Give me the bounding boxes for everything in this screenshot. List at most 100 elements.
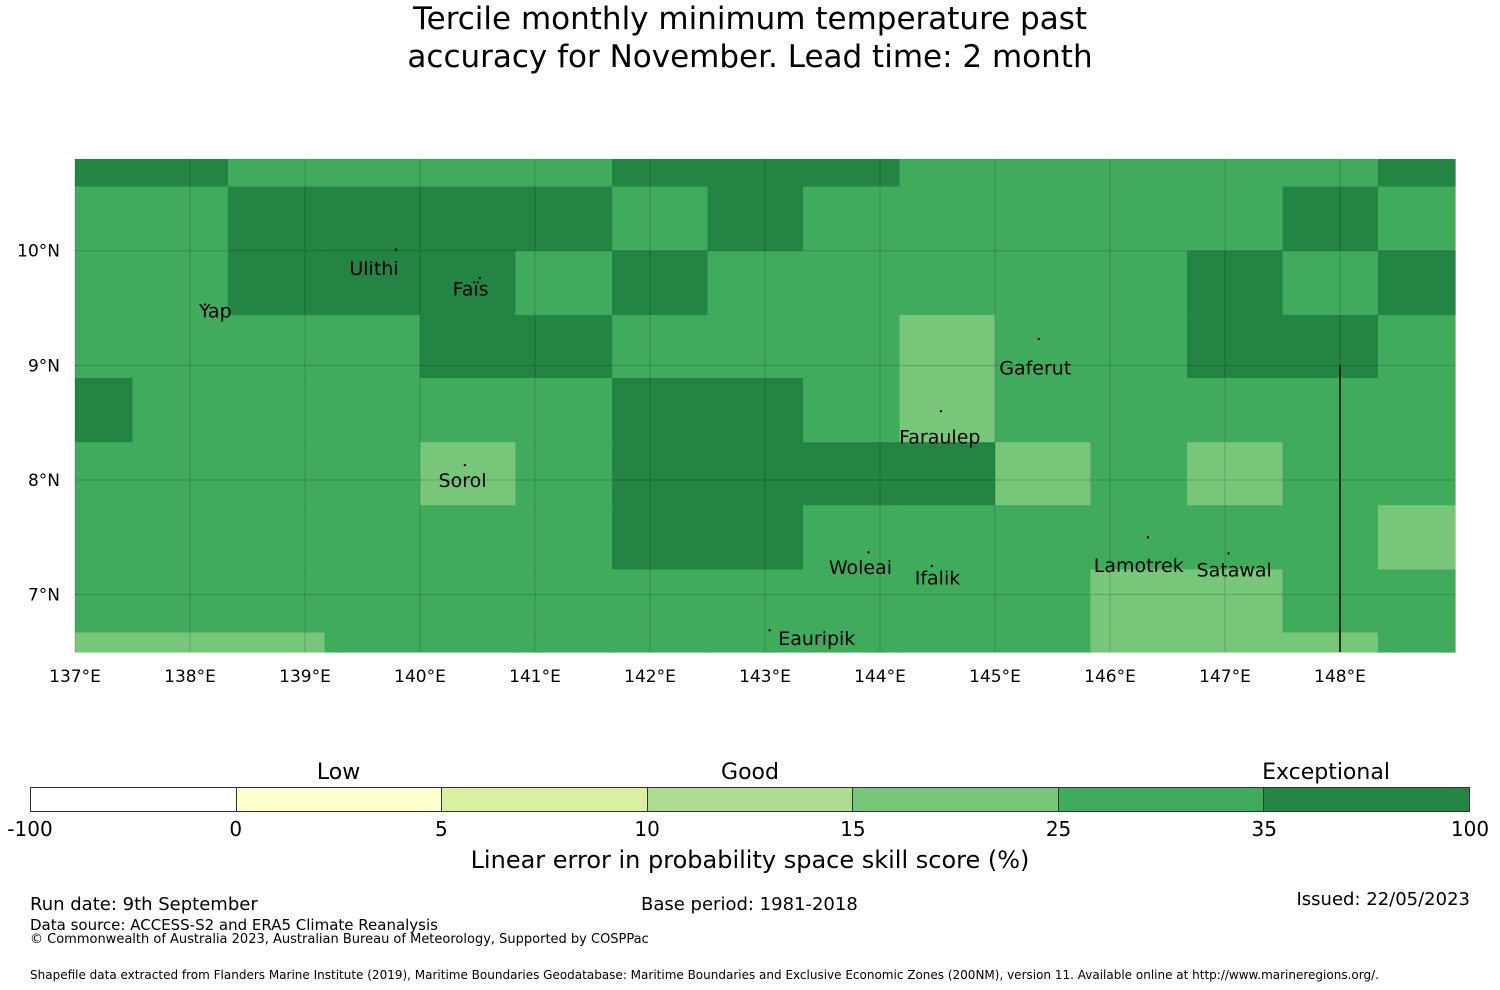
grid-cell (707, 377, 804, 443)
grid-cell (1377, 250, 1456, 316)
island-label: Faraulep (899, 426, 980, 448)
grid-cell (227, 442, 326, 506)
colorbar-bin (647, 788, 854, 811)
grid-cell (132, 505, 229, 571)
island-marker (768, 629, 771, 632)
grid-cell (612, 442, 709, 506)
grid-cell (707, 314, 804, 379)
grid-cell (1377, 159, 1456, 188)
grid-cell (515, 159, 613, 188)
x-tick-label: 138°E (164, 667, 216, 687)
issued-date: Issued: 22/05/2023 (1296, 889, 1470, 910)
grid-cell (995, 250, 1092, 316)
grid-cell (1377, 377, 1456, 443)
island-label: Ifalik (915, 567, 961, 589)
legend-category-heading: Good (721, 760, 779, 785)
grid-cell (802, 186, 901, 252)
grid-cell (612, 569, 709, 634)
x-tick-label: 137°E (49, 667, 101, 687)
grid-cell (1090, 314, 1188, 379)
grid-cell (515, 505, 613, 571)
grid-cell (324, 250, 421, 316)
grid-cell (1090, 186, 1188, 252)
colorbar-tick-label: 5 (435, 817, 448, 841)
island-marker (203, 303, 207, 306)
grid-cell (995, 632, 1092, 653)
grid-cell (1282, 632, 1379, 653)
x-tick-label: 146°E (1084, 667, 1136, 687)
grid-cell (612, 314, 709, 379)
island-label: Woleai (829, 557, 892, 579)
island-label: Yap (198, 300, 232, 322)
axis-ticks: 137°E 138°E 139°E 140°E 141°E 142°E 143°E 144°E… (17, 242, 1366, 687)
colorbar (30, 787, 1470, 812)
grid-cell (1090, 442, 1188, 506)
grid-cell (227, 569, 326, 634)
grid-cell (515, 569, 613, 634)
grid-cell (1282, 250, 1379, 316)
x-tick-label: 145°E (969, 667, 1021, 687)
run-date: Run date: 9th September (30, 894, 258, 915)
grid-cell (1090, 505, 1188, 571)
grid-cell (515, 377, 613, 443)
grid-cell (899, 377, 996, 443)
grid-cell (420, 505, 517, 571)
grid-cell (515, 442, 613, 506)
grid-cell (75, 442, 134, 506)
island-marker (394, 248, 398, 251)
grid-cell (1377, 314, 1456, 379)
grid-cell (1090, 377, 1188, 443)
grid-cell (612, 159, 709, 188)
x-tick-label: 143°E (739, 667, 791, 687)
grid-cell (324, 377, 421, 443)
grid-cell (1377, 569, 1456, 634)
data-source: Data source: ACCESS-S2 and ERA5 Climate … (30, 916, 438, 934)
colorbar-tick-label: 15 (840, 817, 866, 841)
grid-cell (1187, 505, 1284, 571)
island-marker (463, 463, 467, 467)
grid-cell (324, 569, 421, 634)
grid-cell (75, 377, 134, 443)
grid-cell (227, 377, 326, 443)
grid-cell (802, 377, 901, 443)
grid-cell (75, 314, 134, 379)
y-tick-label: 9°N (28, 356, 60, 376)
island-marker (867, 551, 870, 554)
grid-cell (324, 186, 421, 252)
grid-cell (420, 186, 517, 252)
grid-cell (132, 250, 229, 316)
grid-cell (995, 569, 1092, 634)
legend-category-heading: Exceptional (1262, 760, 1390, 785)
grid-cell (802, 159, 901, 188)
island-marker (939, 410, 943, 413)
grid-cell (1282, 314, 1379, 379)
island-label: Lamotrek (1094, 555, 1184, 577)
colorbar-tick-label: 25 (1045, 817, 1072, 841)
grid-cell (802, 505, 901, 571)
grid-cell (324, 505, 421, 571)
grid-cell (802, 442, 901, 506)
y-tick-label: 10°N (17, 242, 60, 262)
colorbar-bin (1058, 788, 1265, 811)
grid-cell (75, 569, 134, 634)
grid-cell (802, 632, 901, 653)
colorbar-bin (236, 788, 443, 811)
x-tick-label: 144°E (854, 667, 906, 687)
grid-cell (707, 186, 804, 252)
grid-cell (612, 505, 709, 571)
x-tick-label: 140°E (394, 667, 446, 687)
grid-cell (899, 314, 996, 379)
grid-cell (132, 159, 229, 188)
grid-cell (1282, 377, 1379, 443)
island-label: Satawal (1197, 559, 1272, 581)
legend-category-heading: Low (316, 760, 361, 785)
grid-cell (227, 159, 326, 188)
title-line-1: Tercile monthly minimum temperature past (412, 1, 1088, 37)
grid-cell (1282, 442, 1379, 506)
island-label: Gaferut (999, 358, 1071, 380)
grid-cell (707, 505, 804, 571)
grid-cell (1187, 186, 1284, 252)
grid-cell (1282, 186, 1379, 252)
grid-cell (1282, 505, 1379, 571)
grid-cell (995, 442, 1092, 506)
